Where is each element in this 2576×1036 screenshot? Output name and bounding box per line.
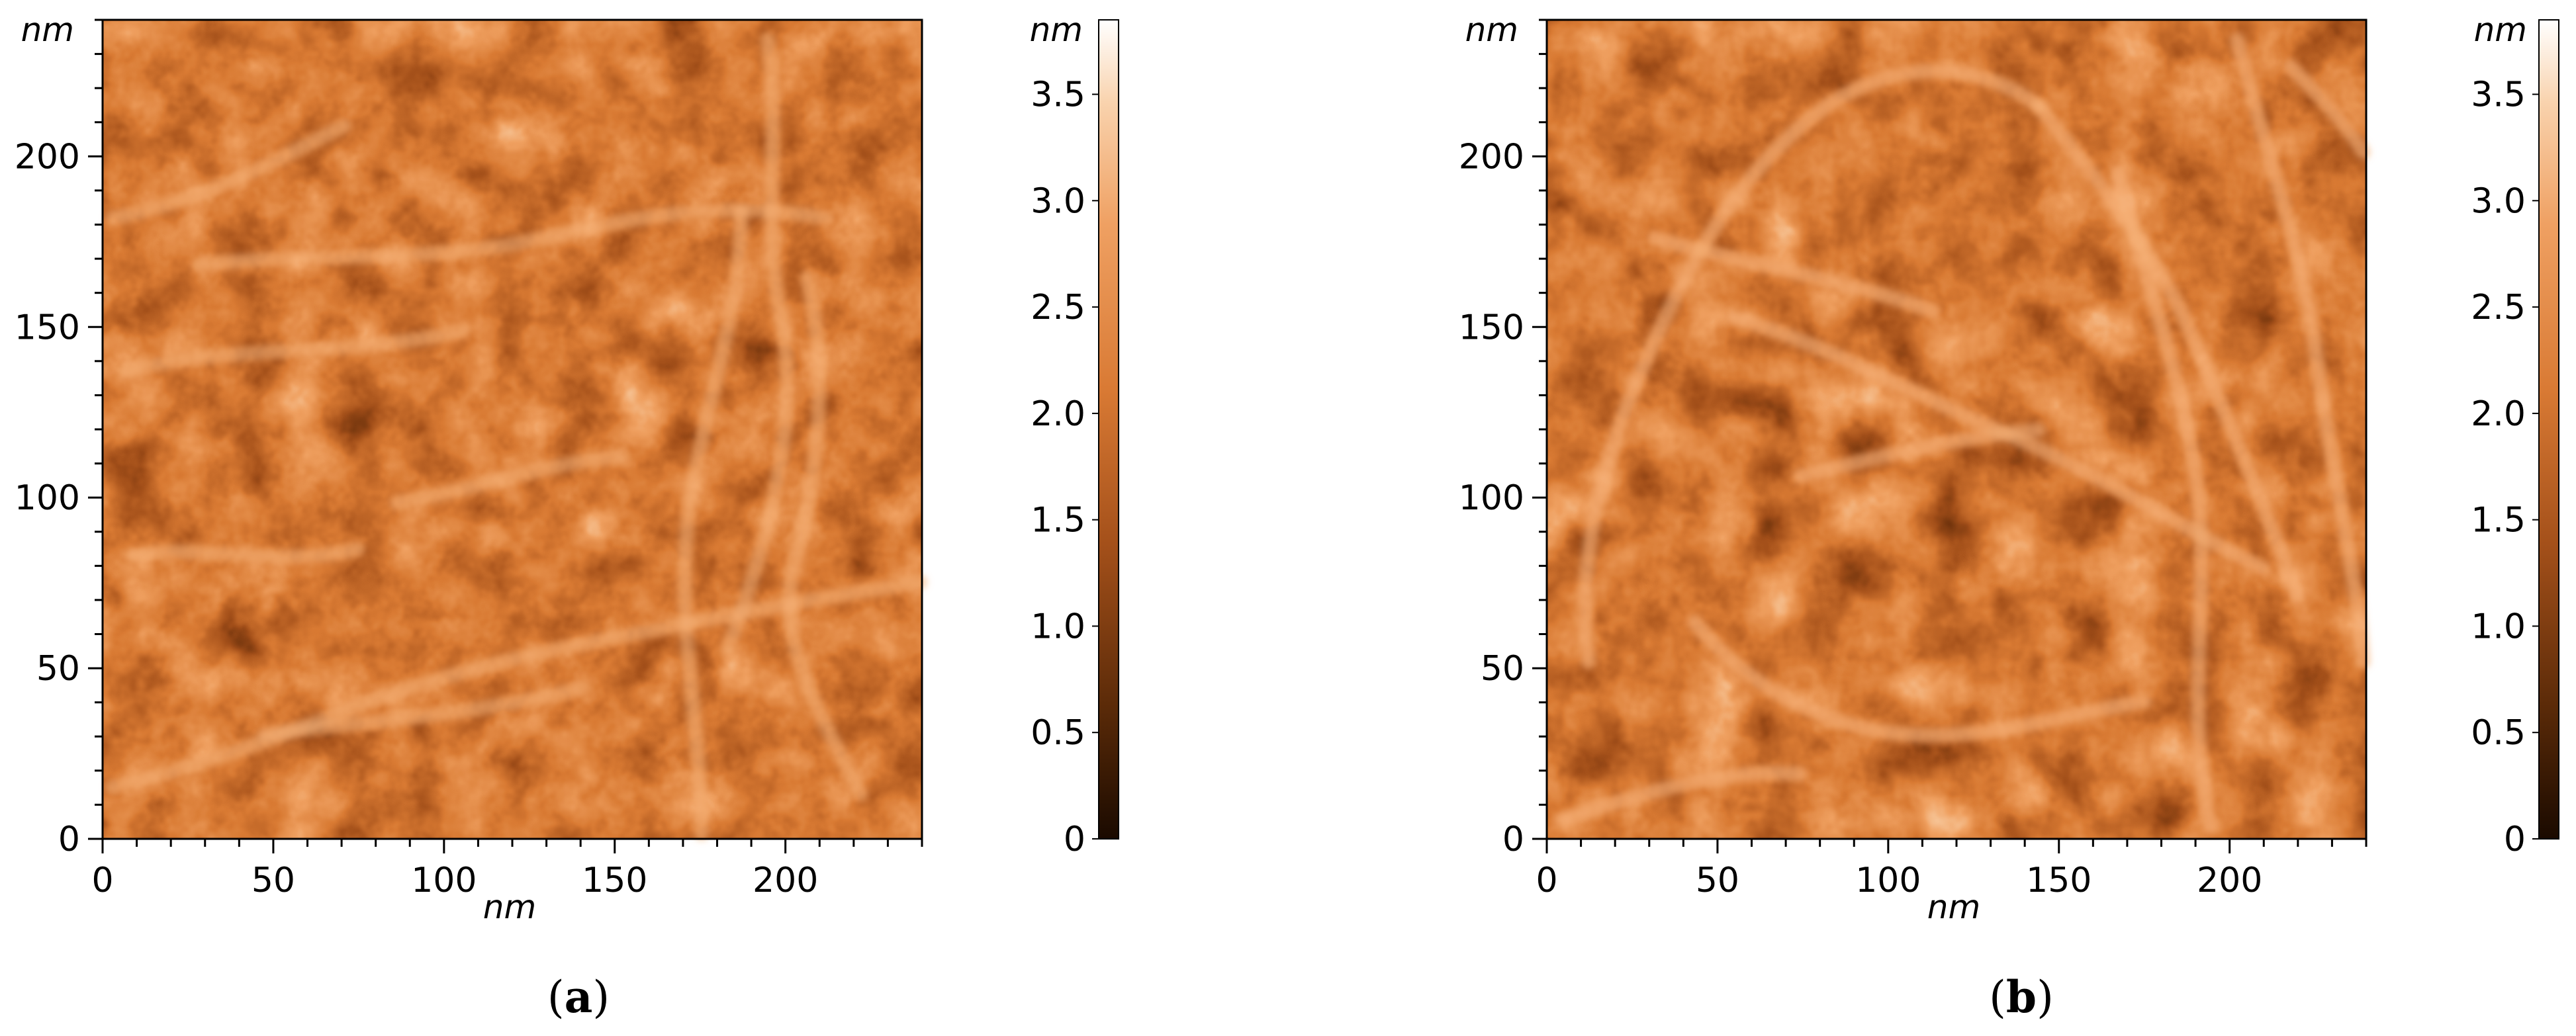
- colorbar-gradient-a: [1098, 19, 1119, 840]
- y-tick-label-b: 200: [1459, 137, 1524, 177]
- colorbar-tick-label-a: 3.0: [1031, 181, 1085, 221]
- colorbar-tick-label-a: 1.5: [1031, 501, 1085, 540]
- colorbar-tick-label-b: 1.0: [2471, 607, 2526, 646]
- y-tick-label-b: 50: [1481, 649, 1524, 689]
- svg-text:(b): (b): [1989, 971, 2054, 1023]
- colorbar-ticks-a: 0 0.5 1.0 1.5 2.0 2.5 3.0 3.5: [1031, 75, 1099, 859]
- x-tick-label-a: 50: [252, 861, 295, 900]
- colorbar-ticks-b: 0 0.5 1.0 1.5 2.0 2.5 3.0 3.5: [2471, 75, 2539, 859]
- x-axis-unit-b: nm: [1927, 888, 1980, 926]
- colorbar-unit-b: nm: [2474, 11, 2527, 49]
- y-tick-label-b: 100: [1459, 478, 1524, 518]
- colorbar-tick-label-b: 2.0: [2471, 394, 2526, 434]
- x-axis-unit-a: nm: [483, 888, 536, 926]
- y-tick-label-a: 150: [15, 308, 80, 347]
- panel-label-b: (b): [1989, 971, 2054, 1023]
- fiber-overlay-b: [1555, 32, 2370, 834]
- panel-label-b-open: (: [1989, 972, 2006, 1023]
- colorbar-tick-label-b: 2.5: [2471, 288, 2526, 327]
- y-axis-a: 0 50 100 150 200: [15, 19, 103, 859]
- x-tick-label-b: 50: [1696, 861, 1739, 900]
- colorbar-tick-label-a: 2.0: [1031, 394, 1085, 434]
- panel-b: 0 50 100 150 200 0 50 100 150 200 nm nm 0 0.5 1.0 1…: [1459, 11, 2559, 1023]
- y-tick-label-b: 150: [1459, 308, 1524, 347]
- x-tick-label-b: 200: [2197, 861, 2262, 900]
- colorbar-tick-label-b: 0.5: [2471, 713, 2526, 753]
- afm-image-a: [103, 20, 927, 841]
- colorbar-tick-label-a: 0: [1064, 820, 1085, 859]
- colorbar-gradient-b: [2538, 19, 2559, 840]
- afm-image-b: [1547, 20, 2370, 839]
- x-tick-label-a: 100: [411, 861, 477, 900]
- panel-label-a-open: (: [547, 972, 565, 1023]
- colorbar-tick-label-b: 0: [2504, 820, 2526, 859]
- x-tick-label-b: 150: [2026, 861, 2092, 900]
- colorbar-tick-label-a: 2.5: [1031, 288, 1085, 327]
- y-axis-b: 0 50 100 150 200: [1459, 19, 1547, 859]
- colorbar-tick-label-b: 1.5: [2471, 501, 2526, 540]
- fiber-overlay-a: [105, 32, 927, 841]
- colorbar-tick-label-a: 1.0: [1031, 607, 1085, 646]
- panel-label-a-close: ): [592, 972, 610, 1023]
- y-tick-label-b: 0: [1502, 820, 1524, 859]
- y-tick-label-a: 200: [15, 137, 80, 177]
- x-tick-label-a: 150: [582, 861, 647, 900]
- x-tick-label-b: 100: [1855, 861, 1921, 900]
- x-tick-label-a: 0: [91, 861, 113, 900]
- colorbar-b: 0 0.5 1.0 1.5 2.0 2.5 3.0 3.5 nm: [2471, 11, 2559, 859]
- colorbar-tick-label-a: 0.5: [1031, 713, 1085, 753]
- colorbar-tick-label-b: 3.0: [2471, 181, 2526, 221]
- y-tick-label-a: 100: [15, 478, 80, 518]
- y-axis-unit-b: nm: [1465, 11, 1518, 49]
- x-tick-label-a: 200: [753, 861, 818, 900]
- colorbar-tick-label-a: 3.5: [1031, 75, 1085, 115]
- y-axis-unit-a: nm: [21, 11, 74, 49]
- panel-label-b-close: ): [2037, 972, 2054, 1023]
- panel-label-a: (a): [547, 971, 610, 1023]
- colorbar-tick-label-b: 3.5: [2471, 75, 2526, 115]
- panel-a: 0 50 100 150 200 0 50 100 150 200 nm nm 0 0.5 1.0 1…: [15, 11, 1119, 1023]
- y-tick-label-a: 0: [58, 820, 80, 859]
- x-axis-b: 0 50 100 150 200: [1536, 839, 2368, 900]
- panel-label-a-text: a: [565, 971, 593, 1023]
- y-tick-label-a: 50: [36, 649, 80, 689]
- x-axis-a: 0 50 100 150 200: [91, 839, 923, 900]
- colorbar-unit-a: nm: [1030, 11, 1083, 49]
- svg-text:(a): (a): [547, 971, 610, 1023]
- colorbar-a: 0 0.5 1.0 1.5 2.0 2.5 3.0 3.5 nm: [1030, 11, 1119, 859]
- panel-label-b-text: b: [2006, 971, 2037, 1023]
- x-tick-label-b: 0: [1536, 861, 1557, 900]
